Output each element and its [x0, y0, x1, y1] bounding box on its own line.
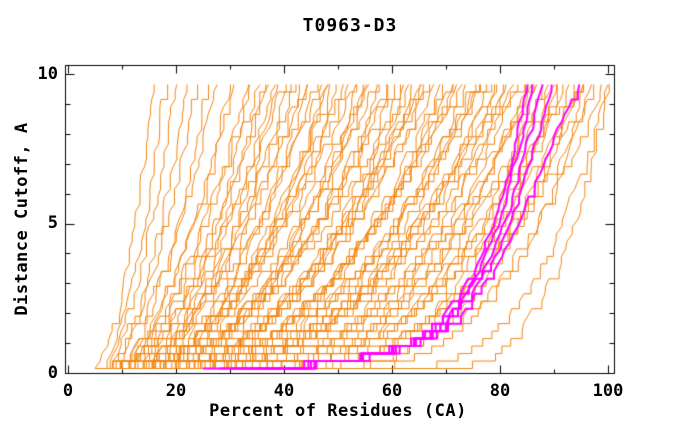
x-tick-label-60: 60: [381, 381, 403, 401]
x-tick-label-80: 80: [489, 381, 511, 401]
y-tick-label-0: 0: [47, 363, 58, 383]
x-axis-label: Percent of Residues (CA): [209, 401, 467, 421]
x-tick-label-20: 20: [165, 381, 187, 401]
x-tick-label-100: 100: [592, 381, 624, 401]
chart-title: T0963-D3: [302, 15, 398, 36]
x-tick-label-40: 40: [273, 381, 295, 401]
y-tick-label-5: 5: [47, 213, 58, 233]
y-tick-label-10: 10: [37, 64, 58, 84]
x-tick-label-0: 0: [62, 381, 74, 401]
